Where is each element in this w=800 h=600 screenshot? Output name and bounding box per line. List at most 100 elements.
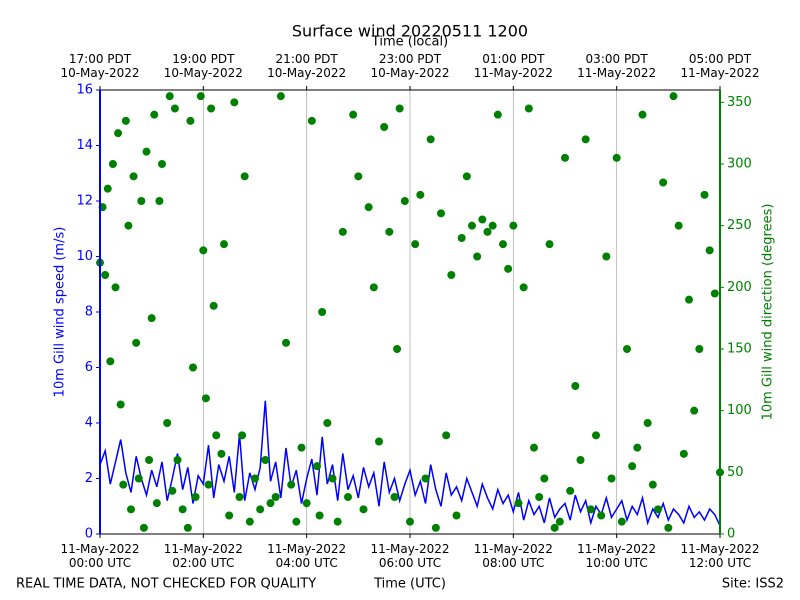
direction-point <box>478 215 487 224</box>
direction-point <box>134 474 143 483</box>
direction-point <box>628 462 637 471</box>
y-tick-label: 6 <box>85 360 93 375</box>
direction-point <box>462 172 471 181</box>
direction-point <box>393 345 402 353</box>
direction-point <box>457 234 466 242</box>
direction-point <box>127 505 135 514</box>
direction-point <box>292 517 301 526</box>
y2-tick-label: 50 <box>727 465 744 480</box>
direction-point <box>504 264 513 273</box>
x2-tick-label: 03:00 PDT 11-May-2022 <box>577 52 657 80</box>
direction-point <box>230 98 239 107</box>
direction-point <box>493 110 502 119</box>
x-tick-label: 11-May-2022 08:00 UTC <box>473 542 553 570</box>
direction-point <box>400 197 409 205</box>
x-tick-label: 11-May-2022 10:00 UTC <box>577 542 657 570</box>
direction-point <box>147 314 156 323</box>
direction-point <box>173 456 182 464</box>
direction-point <box>431 523 440 532</box>
direction-point <box>201 394 210 403</box>
direction-point <box>416 190 425 199</box>
direction-point <box>150 110 159 119</box>
direction-point <box>385 227 394 236</box>
y2-tick-label: 350 <box>727 95 752 110</box>
direction-point <box>103 184 112 193</box>
direction-point <box>124 221 133 230</box>
direction-point <box>349 110 358 119</box>
chart-title: Surface wind 20220511 1200 <box>292 22 528 41</box>
y-tick-label: 16 <box>76 83 93 98</box>
x2-tick-label: 05:00 PDT 11-May-2022 <box>680 52 760 80</box>
direction-point <box>612 153 621 162</box>
direction-point <box>664 523 673 532</box>
direction-point <box>189 363 197 372</box>
direction-point <box>643 419 652 427</box>
direction-point <box>359 505 368 514</box>
x-tick-label: 11-May-2022 02:00 UTC <box>163 542 243 570</box>
y2-tick-label: 300 <box>727 157 752 172</box>
direction-point <box>638 110 647 119</box>
y2-tick-label: 0 <box>727 527 735 542</box>
direction-point <box>571 382 580 390</box>
direction-point <box>152 499 161 508</box>
y-tick-label: 12 <box>76 194 93 209</box>
direction-point <box>170 104 179 113</box>
direction-point <box>313 462 321 471</box>
y2-axis-label: 10m Gill wind direction (degrees) <box>761 204 776 421</box>
direction-point <box>685 295 693 304</box>
direction-point <box>607 474 616 483</box>
direction-point <box>145 456 154 464</box>
direction-point <box>468 221 476 230</box>
x-tick-label: 11-May-2022 04:00 UTC <box>267 542 347 570</box>
direction-point <box>165 92 174 101</box>
direction-point <box>700 190 709 199</box>
direction-point <box>426 135 435 144</box>
direction-point <box>586 505 595 514</box>
direction-point <box>499 240 507 249</box>
direction-point <box>121 116 130 125</box>
direction-point <box>602 252 611 261</box>
direction-point <box>648 480 657 489</box>
direction-point <box>524 104 533 113</box>
direction-point <box>364 203 373 212</box>
direction-point <box>106 357 115 366</box>
direction-point <box>380 123 389 131</box>
y-tick-label: 14 <box>76 138 93 153</box>
direction-point <box>318 308 327 316</box>
y-tick-label: 8 <box>85 305 93 320</box>
direction-point <box>111 283 120 292</box>
x-axis-label: Time (UTC) <box>373 577 446 592</box>
y-tick-label: 4 <box>85 416 93 431</box>
direction-point <box>217 449 226 458</box>
direction-point <box>710 289 719 298</box>
direction-point <box>674 221 683 230</box>
direction-point <box>186 116 195 125</box>
direction-point <box>302 499 311 508</box>
direction-point <box>617 517 626 526</box>
direction-point <box>592 431 600 440</box>
y-tick-label: 10 <box>76 249 93 264</box>
direction-point <box>132 338 141 347</box>
direction-point <box>540 474 549 483</box>
y-tick-label: 2 <box>85 471 93 486</box>
direction-point <box>437 209 445 218</box>
direction-point <box>163 419 172 427</box>
direction-point <box>261 456 270 464</box>
direction-point <box>137 197 146 205</box>
direction-point <box>235 493 244 501</box>
direction-point <box>473 252 482 261</box>
direction-point <box>509 221 518 230</box>
direction-point <box>545 240 554 249</box>
direction-point <box>519 283 528 292</box>
direction-point <box>705 246 714 255</box>
direction-point <box>315 511 324 520</box>
direction-point <box>442 431 451 440</box>
direction-point <box>207 104 216 113</box>
direction-point <box>251 474 259 483</box>
direction-point <box>245 517 254 526</box>
direction-point <box>623 345 631 353</box>
direction-point <box>452 511 461 520</box>
direction-point <box>101 271 110 279</box>
direction-point <box>155 197 164 205</box>
